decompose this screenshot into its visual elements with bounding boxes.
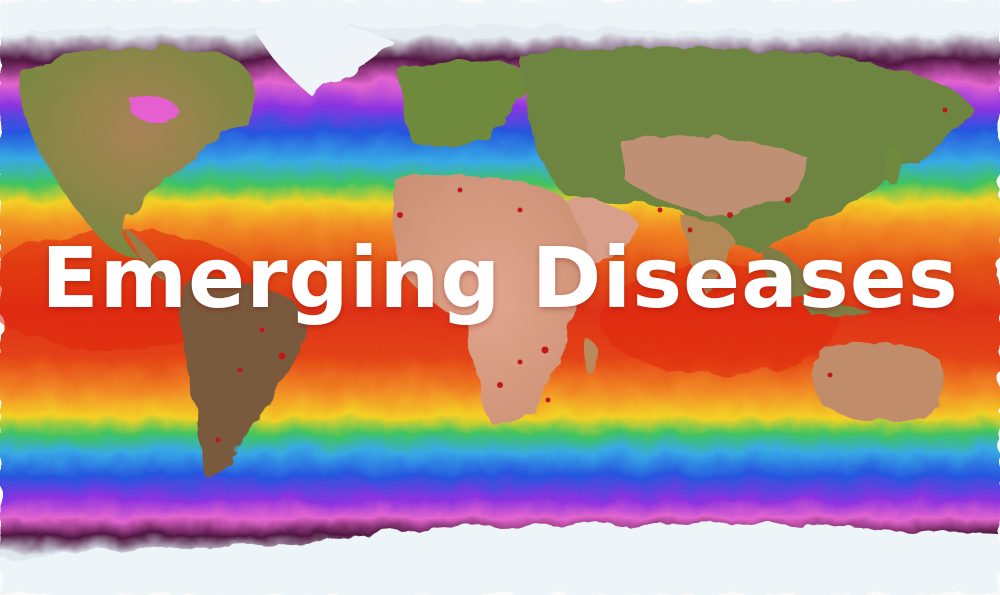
hotspot-marker — [541, 346, 549, 354]
japan — [885, 149, 904, 185]
india — [680, 215, 735, 296]
arctic-ice — [0, 0, 1000, 34]
hotspot-marker — [687, 227, 693, 233]
page-title: Emerging Diseases — [41, 229, 959, 327]
hudson-bay — [130, 95, 180, 122]
australia — [814, 341, 944, 422]
hotspot-marker — [237, 367, 243, 373]
southeast-asia — [760, 245, 812, 297]
south-america — [179, 277, 305, 482]
hotspot-marker — [827, 372, 833, 378]
hotspot-marker — [457, 187, 463, 193]
hotspot-marker — [727, 212, 733, 218]
hotspot-marker — [785, 197, 791, 203]
hotspots — [215, 107, 948, 443]
hotspot-marker — [942, 107, 948, 113]
hotspot-marker — [497, 382, 503, 388]
warm-pool-indian — [600, 265, 840, 375]
hotspot-marker — [545, 397, 551, 403]
asia-plateau — [620, 135, 810, 215]
hotspot-marker — [278, 352, 286, 360]
africa — [392, 175, 585, 424]
hotspot-marker — [215, 437, 221, 443]
europe — [399, 60, 530, 148]
madagascar — [584, 340, 599, 376]
hotspot-marker — [657, 207, 663, 213]
central-america — [125, 228, 178, 286]
hotspot-marker — [397, 212, 403, 218]
indonesia — [800, 299, 870, 317]
hotspot-marker — [517, 207, 523, 213]
hotspot-marker — [517, 359, 523, 365]
antarctic-ice — [0, 524, 1000, 595]
hotspot-marker — [259, 327, 265, 333]
north-america — [19, 48, 255, 259]
greenland — [255, 25, 392, 97]
